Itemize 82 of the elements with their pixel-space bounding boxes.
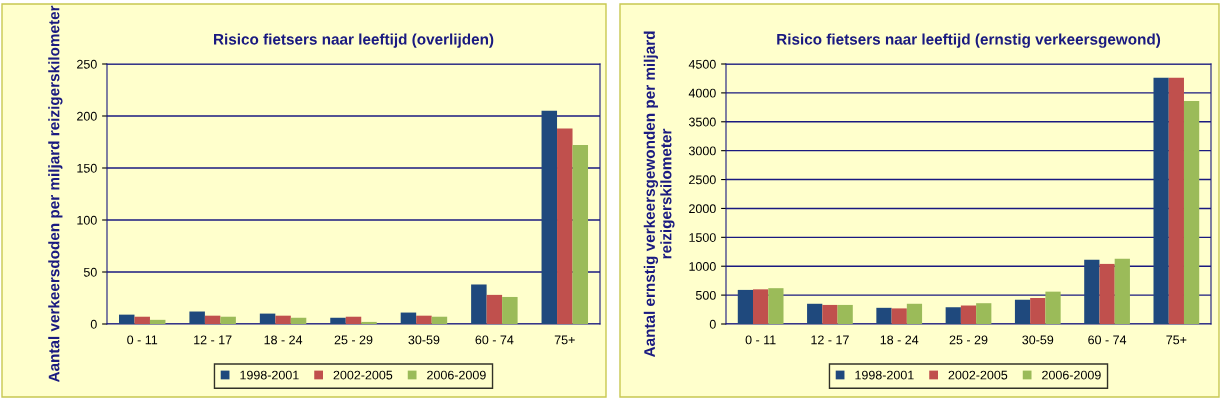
bar: [486, 294, 503, 324]
bar: [345, 316, 362, 324]
x-tick-label: 12 - 17: [811, 335, 849, 345]
y-tick-label: 4000: [688, 88, 716, 98]
bar: [1045, 291, 1061, 324]
y-tick-label: 2500: [689, 175, 716, 185]
x-tick-label: 75+: [554, 335, 575, 345]
y-axis-title: Aantal verkeersdoden per miljard reizigerskilometer: [48, 5, 63, 383]
y-tick-label: 3000: [688, 146, 716, 156]
bar: [768, 288, 784, 324]
bar: [960, 305, 977, 324]
bar: [1030, 298, 1046, 324]
y-tick-label: 1500: [689, 233, 716, 242]
bar: [1114, 258, 1130, 324]
bar: [220, 316, 236, 324]
x-tick-label: 30-59: [408, 335, 440, 345]
legend-label: 1998-2001: [855, 370, 914, 380]
bar: [1183, 100, 1200, 324]
y-tick-label: 4500: [688, 59, 716, 69]
y-axis-title: Aantal ernstig verkeersgewonden per miljard reizigerskilometer: [643, 31, 675, 358]
bar: [149, 319, 166, 324]
bar: [118, 314, 135, 324]
legend-label: 2006-2009: [1042, 370, 1101, 380]
bar: [1014, 299, 1031, 324]
legend-label: 2006-2009: [427, 370, 486, 380]
bar: [753, 289, 769, 324]
x-tick-label: 75+: [1166, 335, 1187, 345]
bar: [1099, 263, 1115, 324]
legend-label: 2002-2005: [948, 370, 1008, 380]
bar: [837, 304, 853, 324]
bar: [541, 110, 558, 324]
bar: [1084, 259, 1100, 324]
bar: [1168, 77, 1184, 324]
y-tick-label: 0: [90, 319, 97, 329]
bar: [976, 303, 992, 324]
legend-label: 1998-2001: [240, 370, 299, 380]
bar: [400, 312, 417, 324]
x-tick-label: 18 - 24: [880, 335, 919, 345]
x-tick-label: 0 - 11: [745, 335, 776, 345]
bar: [330, 317, 346, 324]
y-tick-label: 1000: [689, 262, 716, 271]
bar: [189, 311, 205, 324]
x-tick-label: 30-59: [1022, 335, 1054, 345]
y-tick-label: 2000: [689, 204, 716, 214]
bar: [1153, 77, 1169, 324]
bar: [471, 284, 487, 324]
x-tick-label: 12 - 17: [194, 335, 232, 345]
y-tick-label: 100: [77, 215, 97, 225]
chart-title: Risico fietsers naar leeftijd (overlijden): [214, 33, 494, 48]
bar: [557, 128, 573, 324]
chart-title: Risico fietsers naar leeftijd (ernstig verkeersgewond): [777, 33, 1161, 48]
y-tick-label: 500: [695, 290, 716, 300]
y-tick-label: 250: [77, 59, 97, 69]
x-tick-label: 25 - 29: [949, 335, 988, 345]
x-tick-label: 0 - 11: [127, 335, 158, 345]
y-tick-label: 50: [83, 267, 97, 277]
bar: [807, 303, 823, 324]
y-tick-label: 0: [709, 319, 716, 329]
bar: [906, 303, 923, 324]
y-tick-label: 200: [77, 111, 97, 121]
bar: [572, 145, 589, 324]
bar: [737, 289, 754, 324]
bar: [431, 316, 448, 324]
x-tick-label: 60 - 74: [1088, 335, 1127, 345]
bar: [275, 315, 291, 324]
bar: [416, 315, 432, 324]
x-tick-label: 60 - 74: [475, 335, 514, 345]
bar: [134, 316, 150, 324]
y-tick-label: 3500: [688, 117, 716, 127]
bar: [822, 304, 838, 324]
bar: [204, 315, 221, 324]
bar: [945, 307, 961, 324]
x-tick-label: 25 - 29: [334, 335, 373, 345]
bar: [361, 321, 377, 324]
x-tick-label: 18 - 24: [264, 335, 303, 345]
bar: [876, 307, 892, 324]
y-tick-label: 150: [77, 163, 97, 173]
bar: [290, 317, 307, 324]
legend-label: 2002-2005: [333, 370, 393, 380]
bar: [259, 313, 276, 324]
bar: [891, 308, 907, 324]
bar: [502, 296, 518, 324]
